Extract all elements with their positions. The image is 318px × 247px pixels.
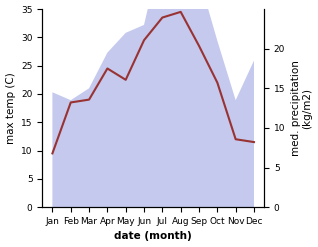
X-axis label: date (month): date (month) [114,231,192,242]
Y-axis label: max temp (C): max temp (C) [5,72,16,144]
Y-axis label: med. precipitation
(kg/m2): med. precipitation (kg/m2) [291,60,313,156]
